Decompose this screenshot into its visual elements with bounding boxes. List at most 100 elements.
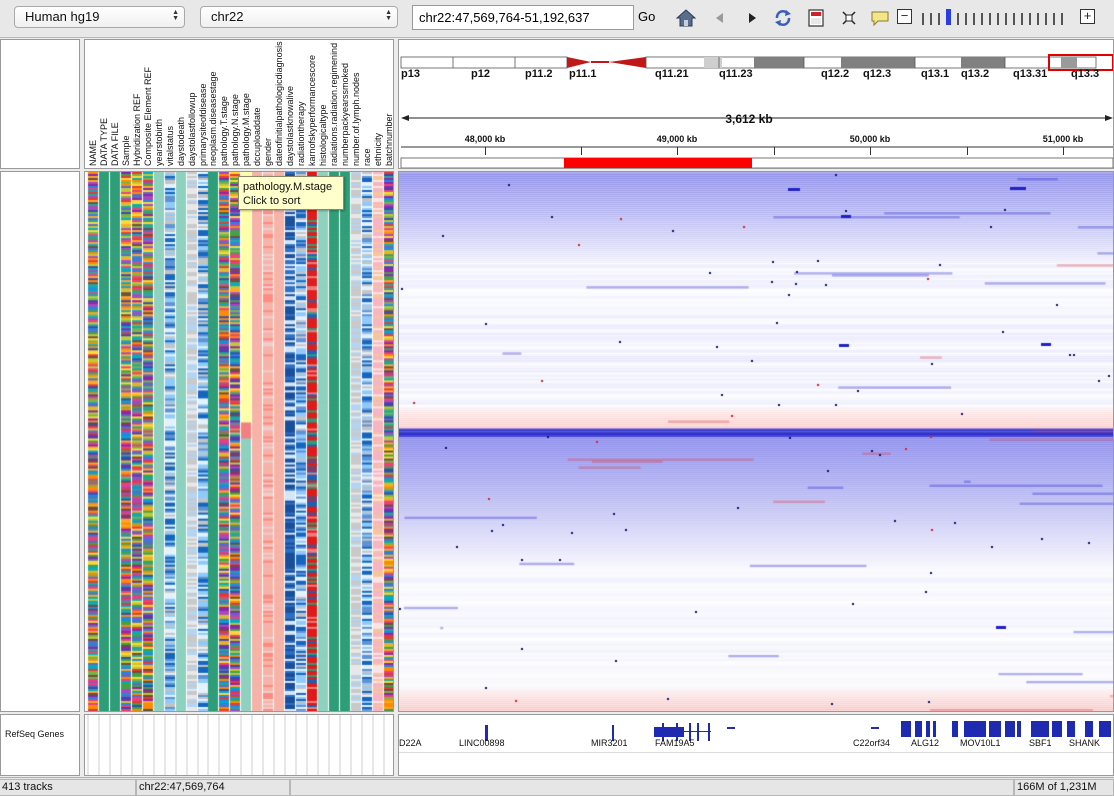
gene-feature[interactable] — [1052, 721, 1062, 737]
gene-feature[interactable] — [1067, 721, 1075, 737]
ruler-minor-tick — [967, 147, 968, 155]
gene-feature[interactable] — [933, 721, 936, 737]
attribute-header-daystolastknowalive[interactable]: daystolastknowalive — [285, 85, 296, 166]
refresh-icon[interactable] — [773, 8, 793, 28]
gene-label[interactable]: SBF1 — [1029, 738, 1052, 748]
attribute-header-numberpackyearssmoked[interactable]: numberpackyearssmoked — [339, 62, 350, 166]
cytoband-label: q13.1 — [921, 68, 950, 80]
gene-feature[interactable] — [655, 731, 711, 732]
attribute-header-radiations-radiation-regimenind[interactable]: radiations.radiation.regimenind — [328, 42, 339, 166]
attribute-header-daystolastfollowup[interactable]: daystolastfollowup — [186, 92, 197, 166]
attribute-header-karnofskyperformancescore[interactable]: karnofskyperformancescore — [307, 54, 317, 166]
zoom-slider[interactable] — [922, 9, 1074, 25]
attribute-header-panel: NAME DATA TYPE DATA FILE Sample Hybridizatio… — [84, 39, 394, 169]
main-toolbar: Human hg19 ▲▼ chr22 ▲▼ Go − + — [0, 0, 1114, 38]
gene-feature[interactable] — [654, 727, 684, 737]
attribute-header-data-file[interactable]: DATA FILE — [109, 122, 120, 166]
home-icon[interactable] — [676, 8, 696, 28]
genome-value: Human hg19 — [25, 9, 100, 24]
cytoband-label: p12 — [471, 68, 490, 80]
attribute-colormap[interactable] — [85, 172, 393, 711]
gene-feature[interactable] — [1031, 721, 1049, 737]
tooltip-title: pathology.M.stage — [243, 181, 333, 193]
popup-info-icon[interactable] — [870, 8, 890, 28]
genome-dropdown[interactable]: Human hg19 ▲ ▼ — [14, 6, 185, 28]
gene-feature[interactable] — [676, 723, 678, 741]
gene-label[interactable]: LINC00898 — [459, 738, 505, 748]
gene-label[interactable]: D22A — [399, 738, 422, 748]
attribute-header-primarysiteofdisease[interactable]: primarysiteofdisease — [197, 83, 208, 166]
gene-feature[interactable] — [697, 723, 699, 741]
data-panel[interactable] — [398, 171, 1114, 712]
attribute-header-pathology-t-stage[interactable]: pathology.T.stage — [219, 96, 230, 166]
copy-number-heatmap[interactable] — [399, 172, 1113, 711]
gene-feature[interactable] — [1017, 721, 1021, 737]
current-region-marker — [1048, 54, 1113, 71]
resize-icon[interactable] — [839, 8, 859, 28]
attribute-header-dccuploaddate[interactable]: dccuploaddate — [252, 107, 263, 166]
attribute-header-neoplasm-diseasestage[interactable]: neoplasm.diseasestage — [208, 71, 219, 166]
track-divider — [399, 752, 1113, 753]
refseq-gene-track[interactable] — [398, 714, 1114, 776]
go-button[interactable]: Go — [638, 9, 656, 24]
attribute-header-composite-element-ref[interactable]: Composite Element REF — [142, 66, 153, 166]
locus-search-input[interactable] — [412, 5, 634, 30]
attribute-panel[interactable] — [84, 171, 394, 712]
attribute-header-sample[interactable]: Sample — [120, 135, 131, 166]
gene-label[interactable]: SHANK — [1069, 738, 1101, 748]
gene-label[interactable]: C22orf34 — [853, 738, 891, 748]
zoom-in-icon[interactable]: + — [1080, 9, 1095, 24]
gene-label[interactable]: MOV10L1 — [960, 738, 1001, 748]
gene-feature[interactable] — [915, 721, 922, 737]
cytoband-label: q12.2 — [821, 68, 850, 80]
forward-icon[interactable] — [742, 8, 762, 28]
attribute-header-gender[interactable]: gender — [263, 137, 274, 166]
attribute-header-hybridization-ref[interactable]: Hybridization REF — [131, 93, 142, 166]
attribute-header-vitalstatus[interactable]: vitalstatus — [164, 125, 175, 166]
gene-label[interactable]: MIR3201 — [591, 738, 628, 748]
attribute-header-batchnumber[interactable]: batchnumber — [383, 113, 394, 166]
refseq-track-name[interactable]: RefSeq Genes — [5, 729, 65, 739]
gene-feature[interactable] — [952, 721, 958, 737]
gene-feature[interactable] — [485, 725, 488, 741]
tooltip-hint: Click to sort — [243, 195, 301, 207]
chromosome-ideogram[interactable] — [399, 40, 1114, 169]
gene-feature[interactable] — [926, 721, 930, 737]
gene-label[interactable]: ALG12 — [911, 738, 940, 748]
gene-feature[interactable] — [1085, 721, 1093, 737]
attribute-header-radiationtherapy[interactable]: radiationtherapy — [296, 101, 307, 166]
ruler-minor-tick — [581, 147, 582, 155]
gene-feature[interactable] — [708, 723, 710, 741]
attribute-header-number-of-lymph-nodes[interactable]: number.of.lymph.nodes — [350, 72, 361, 166]
attribute-header-yearstobirth[interactable]: yearstobirth — [153, 118, 164, 166]
gene-feature[interactable] — [964, 721, 986, 737]
gene-feature[interactable] — [1005, 721, 1015, 737]
gene-feature[interactable] — [689, 723, 691, 741]
attribute-header-name[interactable]: NAME — [88, 139, 98, 166]
gene-label[interactable]: FAM19A5 — [655, 738, 695, 748]
gene-feature[interactable] — [989, 721, 1001, 737]
attribute-header-pathology-m-stage[interactable]: pathology.M.stage — [241, 93, 252, 166]
attribute-header-data-type[interactable]: DATA TYPE — [98, 117, 109, 166]
chromosome-dropdown[interactable]: chr22 ▲ ▼ — [200, 6, 398, 28]
dropdown-arrows-icon: ▲ ▼ — [172, 9, 179, 22]
gene-feature[interactable] — [901, 721, 911, 737]
attribute-header-daystodeath[interactable]: daystodeath — [175, 116, 186, 166]
attribute-header-dateofinitialpathologicdiagnosis[interactable]: dateofinitialpathologicdiagnosis — [274, 41, 285, 166]
gene-feature[interactable] — [662, 723, 664, 741]
gene-feature[interactable] — [612, 725, 614, 741]
gene-feature[interactable] — [1099, 721, 1111, 737]
attribute-header-race[interactable]: race — [361, 148, 372, 166]
back-icon[interactable] — [710, 8, 730, 28]
attribute-header-histologicaltype[interactable]: histologicaltype — [317, 104, 328, 166]
region-of-interest-icon[interactable] — [806, 8, 826, 28]
gene-feature[interactable] — [871, 727, 879, 729]
chromosome-value: chr22 — [211, 9, 244, 24]
attribute-header-pathology-n-stage[interactable]: pathology.N.stage — [230, 94, 241, 166]
gene-feature[interactable] — [727, 727, 735, 729]
ruler-tick-label: 48,000 kb — [464, 134, 506, 144]
track-names-panel — [0, 171, 80, 712]
zoom-out-icon[interactable]: − — [897, 9, 912, 24]
attribute-header-ethnicity[interactable]: ethnicity — [372, 132, 383, 166]
cytoband-label: q13.3 — [1071, 68, 1100, 80]
